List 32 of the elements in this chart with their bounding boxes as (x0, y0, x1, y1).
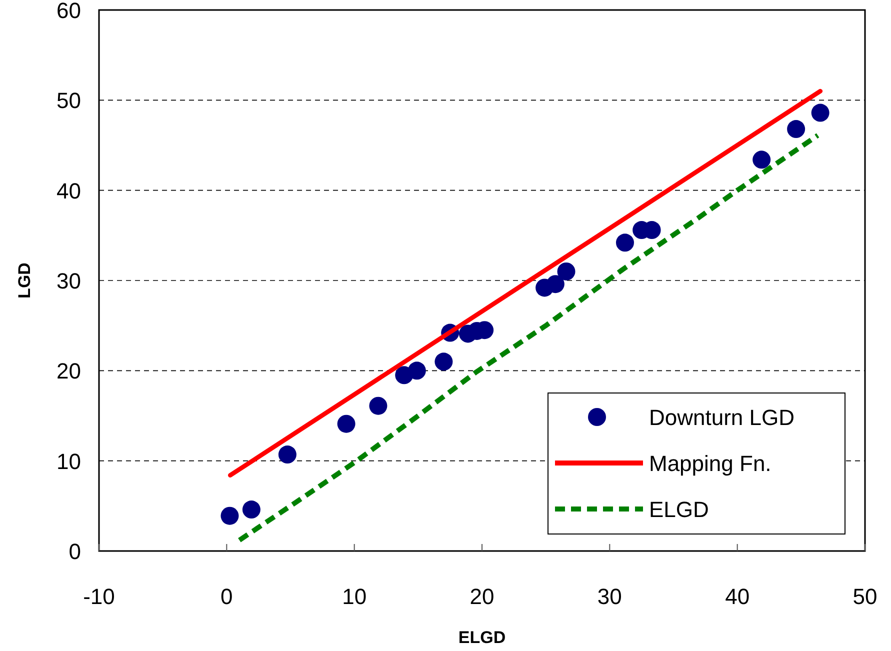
point (616, 234, 634, 252)
y-tick-label: 10 (56, 448, 81, 474)
legend-label: Downturn LGD (649, 405, 795, 430)
point (787, 120, 806, 138)
point (369, 396, 388, 415)
point (557, 262, 576, 280)
point (752, 150, 771, 169)
y-tick-label: 20 (56, 358, 81, 384)
y-tick-label: 40 (56, 178, 81, 204)
x-tick-label: 50 (852, 584, 878, 609)
y-tick-label: 60 (56, 0, 81, 23)
y-axis-title: LGD (15, 262, 34, 298)
point (811, 104, 830, 122)
x-tick-label: 40 (725, 584, 750, 609)
point (220, 506, 239, 525)
y-tick-label: 0 (68, 539, 81, 564)
point (546, 275, 564, 294)
x-tick-label: 10 (342, 584, 367, 609)
x-tick-label: -10 (83, 584, 115, 609)
point (337, 414, 356, 433)
point (278, 446, 296, 464)
point (434, 352, 453, 371)
point (242, 500, 260, 519)
y-tick-label: 30 (56, 268, 81, 294)
legend-label: ELGD (649, 497, 709, 522)
x-axis-title: ELGD (458, 628, 506, 647)
x-tick-label: 30 (597, 584, 622, 609)
x-tick-label: 0 (220, 584, 233, 609)
point (408, 362, 426, 380)
x-tick-label: 20 (470, 584, 494, 609)
y-tick-label: 50 (56, 88, 81, 114)
legend-label: Mapping Fn. (649, 451, 772, 476)
